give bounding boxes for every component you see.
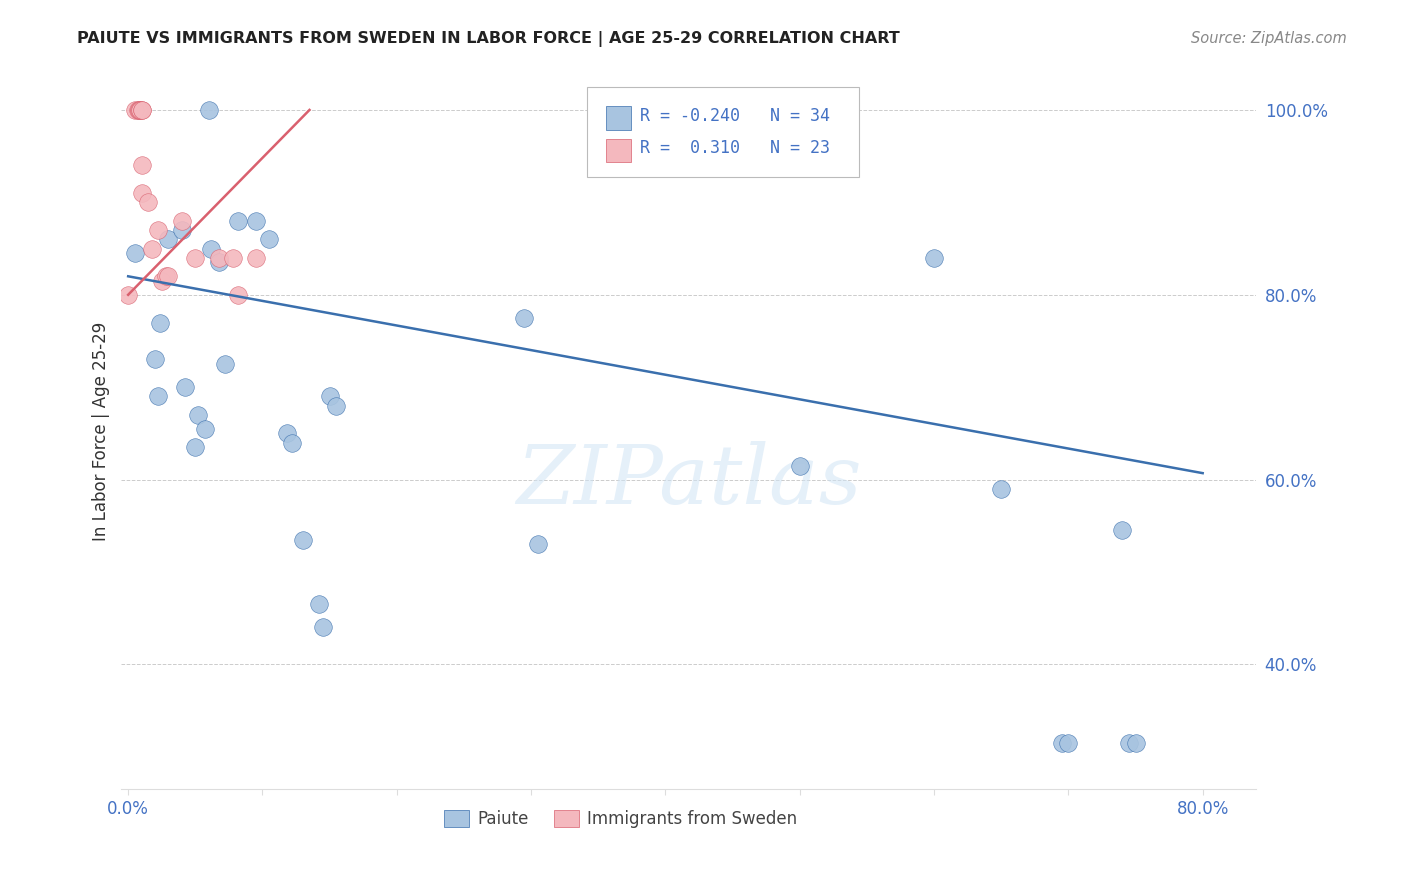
Point <box>131 103 153 117</box>
Point <box>131 103 153 117</box>
Legend: Paiute, Immigrants from Sweden: Paiute, Immigrants from Sweden <box>437 803 804 835</box>
Point <box>141 242 163 256</box>
Point <box>222 251 245 265</box>
Point <box>124 103 146 117</box>
Point <box>325 399 347 413</box>
Point <box>513 310 536 325</box>
Point <box>990 482 1012 496</box>
Point <box>157 232 180 246</box>
Point <box>129 103 152 117</box>
Point <box>1050 736 1073 750</box>
Point <box>187 408 209 422</box>
Point <box>1057 736 1080 750</box>
Point <box>131 158 153 172</box>
Point <box>226 287 249 301</box>
Text: R = -0.240   N = 34: R = -0.240 N = 34 <box>640 107 830 125</box>
Point <box>208 251 231 265</box>
Point <box>208 255 231 269</box>
Point <box>200 242 222 256</box>
Point <box>157 269 180 284</box>
Bar <box>606 138 631 161</box>
Point <box>149 316 172 330</box>
Point <box>312 620 335 634</box>
Point <box>226 214 249 228</box>
Point <box>155 269 177 284</box>
FancyBboxPatch shape <box>586 87 859 177</box>
Point <box>1118 736 1140 750</box>
Point <box>276 426 298 441</box>
Point <box>245 214 267 228</box>
Point <box>117 287 139 301</box>
Point <box>128 103 150 117</box>
Point <box>128 103 150 117</box>
Point <box>291 533 314 547</box>
Point <box>150 274 173 288</box>
Point <box>281 435 304 450</box>
Point <box>173 380 195 394</box>
Point <box>127 103 149 117</box>
Text: R =  0.310   N = 23: R = 0.310 N = 23 <box>640 139 830 157</box>
Point <box>214 357 236 371</box>
Point <box>1111 524 1133 538</box>
Point <box>129 103 152 117</box>
Point <box>136 195 159 210</box>
Point <box>527 537 550 551</box>
Point <box>922 251 945 265</box>
Point <box>146 223 169 237</box>
Point <box>184 440 207 454</box>
Point <box>146 389 169 403</box>
Point <box>184 251 207 265</box>
Point <box>308 598 330 612</box>
Y-axis label: In Labor Force | Age 25-29: In Labor Force | Age 25-29 <box>93 321 110 541</box>
Point <box>124 246 146 260</box>
Text: ZIPatlas: ZIPatlas <box>516 442 862 521</box>
Text: Source: ZipAtlas.com: Source: ZipAtlas.com <box>1191 31 1347 46</box>
Point <box>170 214 193 228</box>
Point <box>143 352 166 367</box>
Point <box>194 422 217 436</box>
Bar <box>606 106 631 129</box>
Text: PAIUTE VS IMMIGRANTS FROM SWEDEN IN LABOR FORCE | AGE 25-29 CORRELATION CHART: PAIUTE VS IMMIGRANTS FROM SWEDEN IN LABO… <box>77 31 900 47</box>
Point <box>170 223 193 237</box>
Point <box>245 251 267 265</box>
Point <box>257 232 280 246</box>
Point <box>197 103 219 117</box>
Point <box>1125 736 1147 750</box>
Point <box>318 389 340 403</box>
Point <box>789 458 811 473</box>
Point <box>131 186 153 201</box>
